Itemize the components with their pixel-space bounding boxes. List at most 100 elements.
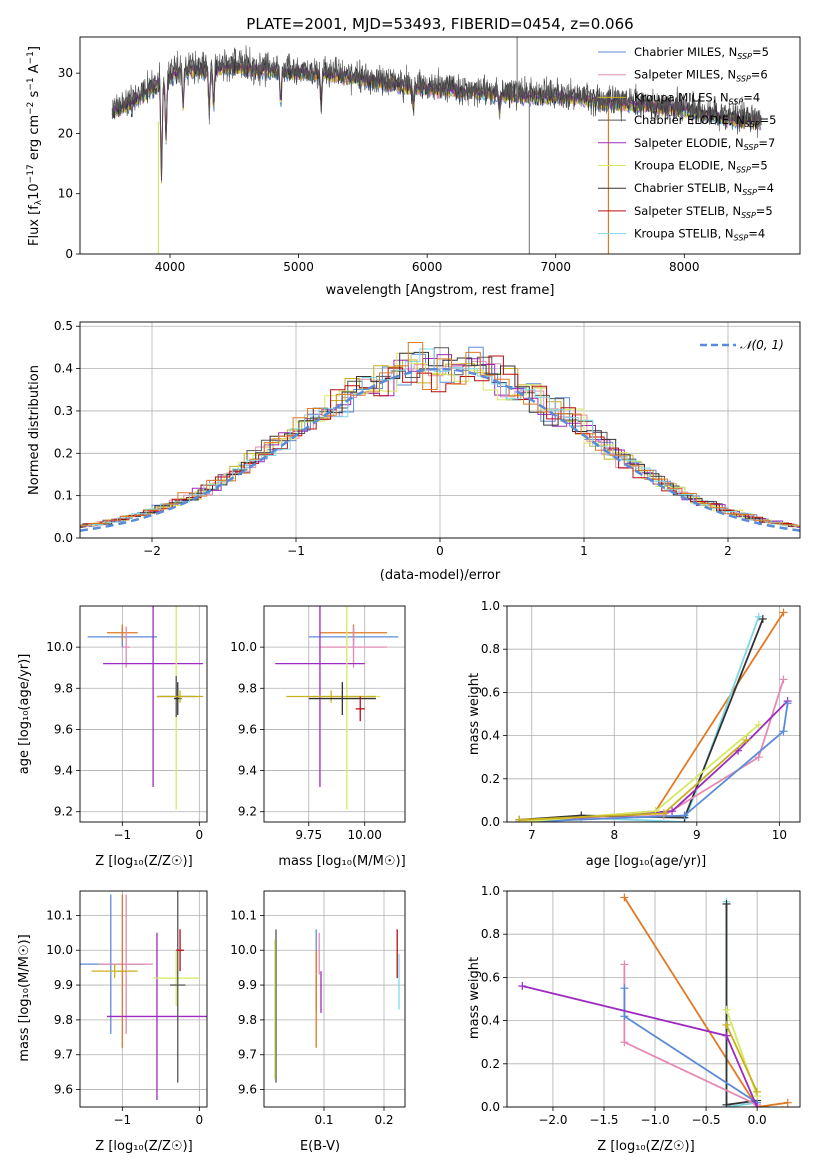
axis-ticks: 4000 5000 6000 7000 8000 0 10 20 30 xyxy=(58,66,700,274)
weight-marker-kroupa_miles xyxy=(753,1087,762,1096)
weight-line-orange xyxy=(623,897,788,1107)
y-tick-label: 0.4 xyxy=(481,1014,500,1028)
y-tick-label: 0.6 xyxy=(481,685,500,699)
axis-ticks: 7 8 9 10 0.0 0.2 0.4 0.6 0.8 1.0 xyxy=(481,599,787,842)
grid-lines xyxy=(80,891,207,1107)
x-tick-label: −1.0 xyxy=(640,1113,669,1127)
weight-line-chabrier_miles xyxy=(623,988,758,1104)
axis-ticks: −1 0 9.6 9.7 9.8 9.9 10.0 10.1 xyxy=(46,908,203,1127)
legend-label-tail: =6 xyxy=(751,68,768,82)
weight-marker-chabrier_miles xyxy=(783,699,792,708)
y-tick-label: 9.9 xyxy=(238,978,257,992)
data-marks xyxy=(80,342,800,532)
weight-marker-kroupa_stelib xyxy=(754,612,763,621)
weight-marker-chabrier_stelib xyxy=(722,1100,731,1107)
legend-label-chabrier_elodie: Chabrier ELODIE, NSSP=5 xyxy=(634,113,776,129)
plot-frame xyxy=(79,321,801,539)
legend-label-sub: SSP xyxy=(744,143,759,152)
x-tick-label: 5000 xyxy=(283,260,314,274)
legend-label-tail: =5 xyxy=(756,204,773,218)
x-tick-label: 2 xyxy=(724,544,732,558)
weight-line-kroupa_miles xyxy=(725,1024,758,1093)
weight-marker-chabrier_miles xyxy=(620,984,629,993)
y-tick-label: 0.2 xyxy=(54,446,73,460)
grid-lines xyxy=(264,606,405,822)
y-tick-label: 9.6 xyxy=(54,1083,73,1097)
x-tick-label: 0 xyxy=(195,1113,203,1127)
x-tick-label: −1 xyxy=(113,1113,131,1127)
weight-marker-kroupa_miles xyxy=(515,815,524,822)
plot-frame xyxy=(263,890,406,1108)
data-marks xyxy=(111,37,762,254)
weight-marker-chabrier_stelib xyxy=(722,899,731,908)
age-z-x-axis-label: Z [log₁₀(Z/Z☉)] xyxy=(95,854,192,869)
legend-label-text: Chabrier MILES, N xyxy=(634,45,737,59)
spectrum-line-chabrier_elodie xyxy=(111,45,762,180)
legend-label-kroupa_miles: Kroupa MILES, NSSP=4 xyxy=(634,90,760,106)
weight-marker-chabrier_miles xyxy=(779,727,788,736)
residual-histogram-panel: −2 −1 0 1 2 0.0 0.1 0.2 0.3 0.4 0.5 (data-model)/e… xyxy=(27,319,801,583)
weight-age-y-axis-label: mass weight xyxy=(467,673,482,755)
weight-marker-kroupa_miles xyxy=(742,735,751,744)
histogram-series-chabrier_stelib xyxy=(80,351,800,528)
mass-ebv-x-axis-label: E(B-V) xyxy=(300,1139,340,1154)
weight-z-y-axis-label: mass weight xyxy=(467,957,482,1039)
weight-marker-chabrier_miles xyxy=(680,811,689,820)
y-tick-label: 9.9 xyxy=(54,978,73,992)
x-tick-label: 7 xyxy=(528,828,536,842)
histogram-series-kroupa_stelib xyxy=(80,348,800,527)
legend-label-sub: SSP xyxy=(737,52,752,61)
legend-label-tail: =7 xyxy=(758,136,775,150)
y-tick-label: 9.8 xyxy=(238,1013,257,1027)
y-tick-label: 9.4 xyxy=(54,764,73,778)
weight-marker-kroupa_miles xyxy=(722,1020,731,1029)
x-tick-label: −2 xyxy=(143,544,161,558)
weight-marker-salpeter_miles xyxy=(779,675,788,684)
x-tick-label: −0.5 xyxy=(692,1113,721,1127)
x-tick-label: 0.0 xyxy=(748,1113,767,1127)
histogram-series-chabrier_elodie xyxy=(80,347,800,527)
x-tick-label: 10 xyxy=(772,828,787,842)
y-tick-label: 0.1 xyxy=(54,489,73,503)
mass-weight-vs-age-panel: 7 8 9 10 0.0 0.2 0.4 0.6 0.8 1.0 age [log₁₀(age/y… xyxy=(467,599,801,869)
x-tick-label: −2.0 xyxy=(538,1113,567,1127)
y-tick-label: 0 xyxy=(65,247,73,261)
weight-marker-orange xyxy=(779,608,788,617)
y-tick-label: 0.2 xyxy=(481,772,500,786)
weight-line-chabrier_miles xyxy=(519,703,789,822)
y-tick-label: 30 xyxy=(58,66,73,80)
plot-frame xyxy=(79,605,208,823)
mass-z-y-axis-label: mass [log₁₀(M/M☉)] xyxy=(17,934,32,1061)
legend-label-salpeter_elodie: Salpeter ELODIE, NSSP=7 xyxy=(634,136,775,152)
x-tick-label: −1 xyxy=(113,828,131,842)
y-tick-label: 0.0 xyxy=(481,1100,500,1114)
x-tick-label: 0 xyxy=(436,544,444,558)
weight-line-salpeter_miles xyxy=(623,964,758,1106)
axis-ticks: 9.75 10.00 9.2 9.4 9.6 9.8 10.0 xyxy=(230,640,382,842)
weight-marker-kroupa_elodie xyxy=(754,720,763,729)
data-marks xyxy=(515,608,792,822)
y-tick-label: 9.6 xyxy=(54,722,73,736)
x-tick-label: 9.75 xyxy=(295,828,322,842)
x-tick-label: 8 xyxy=(610,828,618,842)
spectrum-panel: PLATE=2001, MJD=53493, FIBERID=0454, z=0… xyxy=(26,15,801,298)
weight-marker-salpeter_elodie xyxy=(753,1103,762,1107)
legend-label-text: Kroupa ELODIE, N xyxy=(634,159,736,173)
legend-gaussian-label: 𝒩(0, 1) xyxy=(740,338,784,352)
axis-ticks: 0.1 0.2 9.6 9.7 9.8 9.9 10.0 10.1 xyxy=(230,908,393,1127)
legend-label-tail: =5 xyxy=(760,113,777,127)
histogram-series-salpeter_miles xyxy=(80,360,800,528)
legend-label-salpeter_stelib: Salpeter STELIB, NSSP=5 xyxy=(634,204,773,220)
age-mass-x-axis-label: mass [log₁₀(M/M☉)] xyxy=(278,854,405,869)
y-tick-label: 9.8 xyxy=(54,1013,73,1027)
age-z-y-axis-label: age [log₁₀(age/yr)] xyxy=(17,654,32,775)
plot-frame xyxy=(506,890,801,1108)
legend-label-text: Salpeter STELIB, N xyxy=(634,204,741,218)
y-tick-label: 9.2 xyxy=(238,805,257,819)
age-vs-mass-panel: 9.75 10.00 9.2 9.4 9.6 9.8 10.0 mass [log₁₀(M/… xyxy=(230,605,406,869)
weight-line-salpeter_miles xyxy=(519,679,785,822)
x-tick-label: 4000 xyxy=(155,260,186,274)
y-tick-label: 0.0 xyxy=(54,531,73,545)
y-tick-label: 0.8 xyxy=(481,642,500,656)
